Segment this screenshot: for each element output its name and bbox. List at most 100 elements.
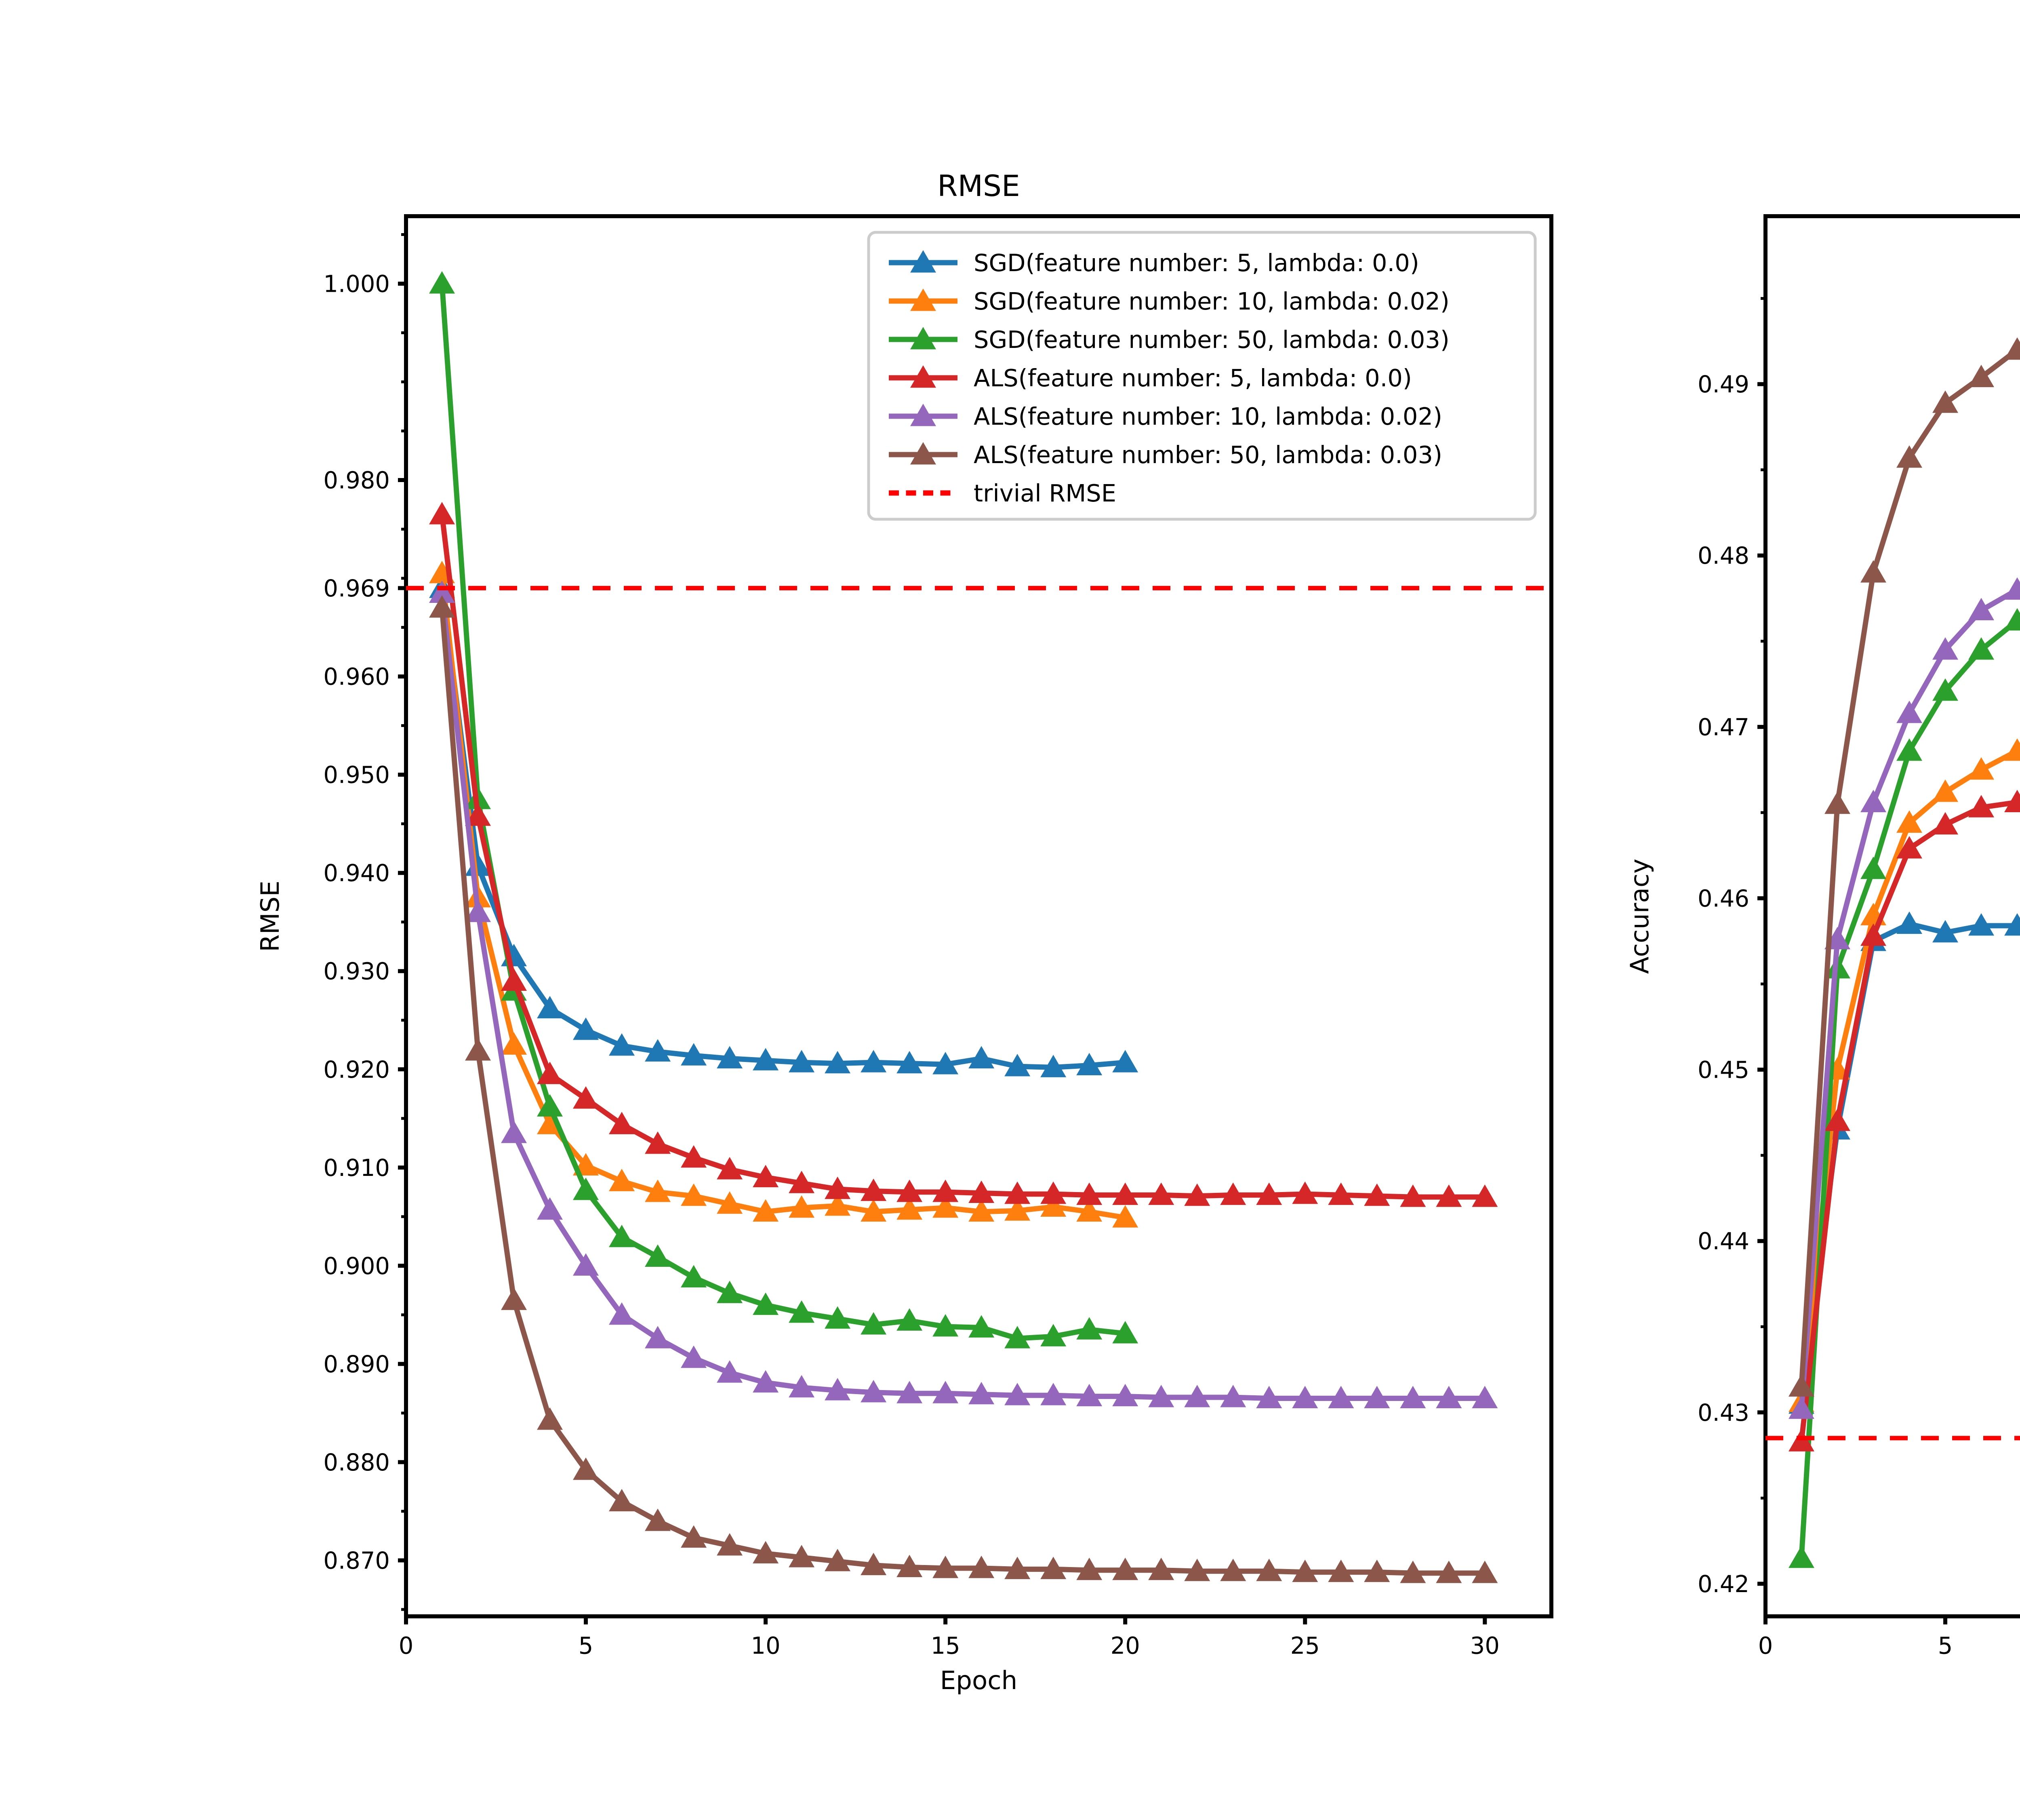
legend-sample-marker bbox=[910, 289, 936, 311]
series-marker bbox=[1112, 1557, 1138, 1580]
series-marker bbox=[609, 1112, 635, 1134]
series-marker bbox=[932, 1052, 959, 1074]
series-markers-1 bbox=[429, 560, 1138, 1228]
series-markers-3 bbox=[429, 502, 1498, 1207]
legend-sample-marker bbox=[910, 365, 936, 388]
y-tick-label: 0.49 bbox=[1698, 371, 1749, 398]
series-marker bbox=[1860, 790, 1887, 812]
series-marker bbox=[1148, 1385, 1174, 1407]
series-marker bbox=[645, 1131, 671, 1154]
series-markers-0 bbox=[429, 575, 1138, 1077]
series-marker bbox=[753, 1048, 779, 1070]
y-tick-label: 0.48 bbox=[1698, 542, 1749, 569]
series-marker bbox=[1364, 1386, 1390, 1408]
series-marker bbox=[573, 1253, 599, 1276]
series-marker bbox=[1040, 1383, 1067, 1405]
legend-item: ALS(feature number: 5, lambda: 0.0) bbox=[889, 364, 1412, 392]
legend-box bbox=[867, 231, 1537, 521]
series-marker bbox=[1328, 1386, 1354, 1408]
legend-item: ALS(feature number: 10, lambda: 0.02) bbox=[889, 402, 1442, 430]
legend-item-label: SGD(feature number: 5, lambda: 0.0) bbox=[974, 249, 1419, 277]
series-marker bbox=[645, 1039, 671, 1062]
series-marker bbox=[609, 1302, 635, 1325]
plot-area-border bbox=[1763, 214, 2020, 1618]
series-marker bbox=[717, 1157, 743, 1180]
y-axis-label: Accuracy bbox=[1625, 859, 1654, 974]
series-marker bbox=[537, 1112, 563, 1134]
legend-sample-marker bbox=[910, 404, 936, 426]
series-marker bbox=[429, 502, 455, 525]
series-marker bbox=[861, 1199, 887, 1222]
series-marker bbox=[681, 1265, 707, 1288]
series-marker bbox=[1968, 598, 1995, 620]
series-marker bbox=[1400, 1561, 1426, 1583]
series-marker bbox=[1968, 913, 1995, 936]
series-marker bbox=[1292, 1181, 1318, 1204]
y-tick-label: 0.910 bbox=[323, 1154, 390, 1182]
series-marker bbox=[1112, 1384, 1138, 1407]
series-markers-4 bbox=[1789, 577, 2020, 1419]
series-marker bbox=[1112, 1182, 1138, 1205]
y-axis-label: RMSE bbox=[255, 881, 285, 952]
x-tick-label: 15 bbox=[931, 1633, 960, 1660]
series-markers-2 bbox=[429, 271, 1138, 1348]
series-marker bbox=[932, 1314, 959, 1337]
series-marker bbox=[537, 1094, 563, 1117]
series-marker bbox=[1968, 364, 1995, 388]
series-marker bbox=[932, 1381, 959, 1403]
series-marker bbox=[861, 1380, 887, 1403]
series-marker bbox=[501, 1287, 527, 1310]
series-marker bbox=[681, 1043, 707, 1066]
series-marker bbox=[1860, 560, 1887, 583]
legend-item: SGD(feature number: 5, lambda: 0.0) bbox=[889, 249, 1419, 277]
series-marker bbox=[968, 1555, 995, 1578]
series-marker bbox=[896, 1555, 923, 1577]
x-tick-label: 5 bbox=[579, 1633, 593, 1660]
series-line-3 bbox=[439, 512, 1488, 1200]
series-marker bbox=[789, 1050, 815, 1072]
legend-item-label: SGD(feature number: 10, lambda: 0.02) bbox=[974, 287, 1450, 315]
series-marker bbox=[1184, 1183, 1210, 1206]
x-tick-label: 5 bbox=[1938, 1633, 1953, 1660]
series-marker bbox=[1256, 1559, 1282, 1581]
series-marker bbox=[717, 1046, 743, 1069]
series-marker bbox=[1004, 1326, 1031, 1348]
plot-area-border bbox=[404, 214, 1553, 1618]
series-marker bbox=[968, 1315, 995, 1338]
series-markers-4 bbox=[429, 580, 1498, 1408]
series-marker bbox=[645, 1326, 671, 1348]
series-marker bbox=[501, 1121, 527, 1143]
series-markers-2 bbox=[1789, 608, 2020, 1568]
y-tick-label: 0.880 bbox=[323, 1449, 390, 1476]
series-line-4 bbox=[439, 590, 1488, 1401]
series-marker bbox=[609, 1169, 635, 1191]
series-marker bbox=[1932, 779, 1959, 802]
series-marker bbox=[1824, 1108, 1851, 1131]
series-marker bbox=[1112, 1321, 1138, 1344]
series-marker bbox=[1256, 1182, 1282, 1205]
series-marker bbox=[1076, 1199, 1103, 1222]
series-marker bbox=[1400, 1386, 1426, 1408]
series-marker bbox=[1112, 1205, 1138, 1228]
legend-item-label: ALS(feature number: 10, lambda: 0.02) bbox=[974, 402, 1442, 430]
series-marker bbox=[1292, 1386, 1318, 1408]
legend-item-label: SGD(feature number: 50, lambda: 0.03) bbox=[974, 326, 1450, 354]
series-marker bbox=[896, 1180, 923, 1202]
series-markers-5 bbox=[1789, 337, 2020, 1397]
series-marker bbox=[789, 1545, 815, 1567]
series-marker bbox=[1040, 1194, 1067, 1217]
series-marker bbox=[501, 1032, 527, 1055]
series-line-4 bbox=[1799, 586, 2020, 1412]
y-tick-label: 0.969 bbox=[323, 575, 390, 602]
series-marker bbox=[932, 1195, 959, 1218]
series-marker bbox=[753, 1199, 779, 1222]
series-marker bbox=[681, 1145, 707, 1168]
series-marker bbox=[1860, 856, 1887, 879]
series-marker bbox=[753, 1292, 779, 1315]
series-marker bbox=[1932, 812, 1959, 835]
series-marker bbox=[753, 1370, 779, 1393]
series-marker bbox=[1148, 1557, 1174, 1580]
series-marker bbox=[1040, 1557, 1067, 1579]
series-marker bbox=[896, 1051, 923, 1074]
